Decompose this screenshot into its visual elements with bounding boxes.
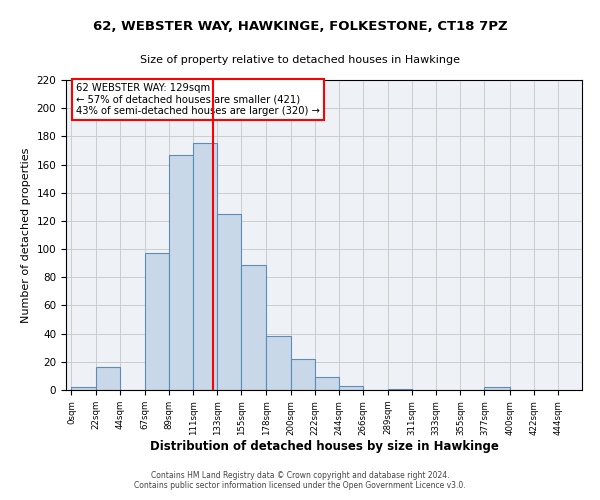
Bar <box>169 154 193 390</box>
Bar <box>290 359 314 390</box>
Bar <box>95 368 119 390</box>
Text: Contains HM Land Registry data © Crown copyright and database right 2024.
Contai: Contains HM Land Registry data © Crown c… <box>134 470 466 490</box>
Bar <box>388 388 412 390</box>
X-axis label: Distribution of detached houses by size in Hawkinge: Distribution of detached houses by size … <box>149 440 499 453</box>
Bar <box>314 378 339 390</box>
Text: Size of property relative to detached houses in Hawkinge: Size of property relative to detached ho… <box>140 55 460 65</box>
Bar <box>217 214 241 390</box>
Bar <box>71 387 95 390</box>
Bar <box>484 387 509 390</box>
Bar <box>193 144 217 390</box>
Bar <box>145 254 169 390</box>
Y-axis label: Number of detached properties: Number of detached properties <box>21 148 31 322</box>
Text: 62 WEBSTER WAY: 129sqm
← 57% of detached houses are smaller (421)
43% of semi-de: 62 WEBSTER WAY: 129sqm ← 57% of detached… <box>76 83 320 116</box>
Bar <box>339 386 363 390</box>
Bar <box>241 264 266 390</box>
Bar <box>266 336 290 390</box>
Text: 62, WEBSTER WAY, HAWKINGE, FOLKESTONE, CT18 7PZ: 62, WEBSTER WAY, HAWKINGE, FOLKESTONE, C… <box>92 20 508 33</box>
